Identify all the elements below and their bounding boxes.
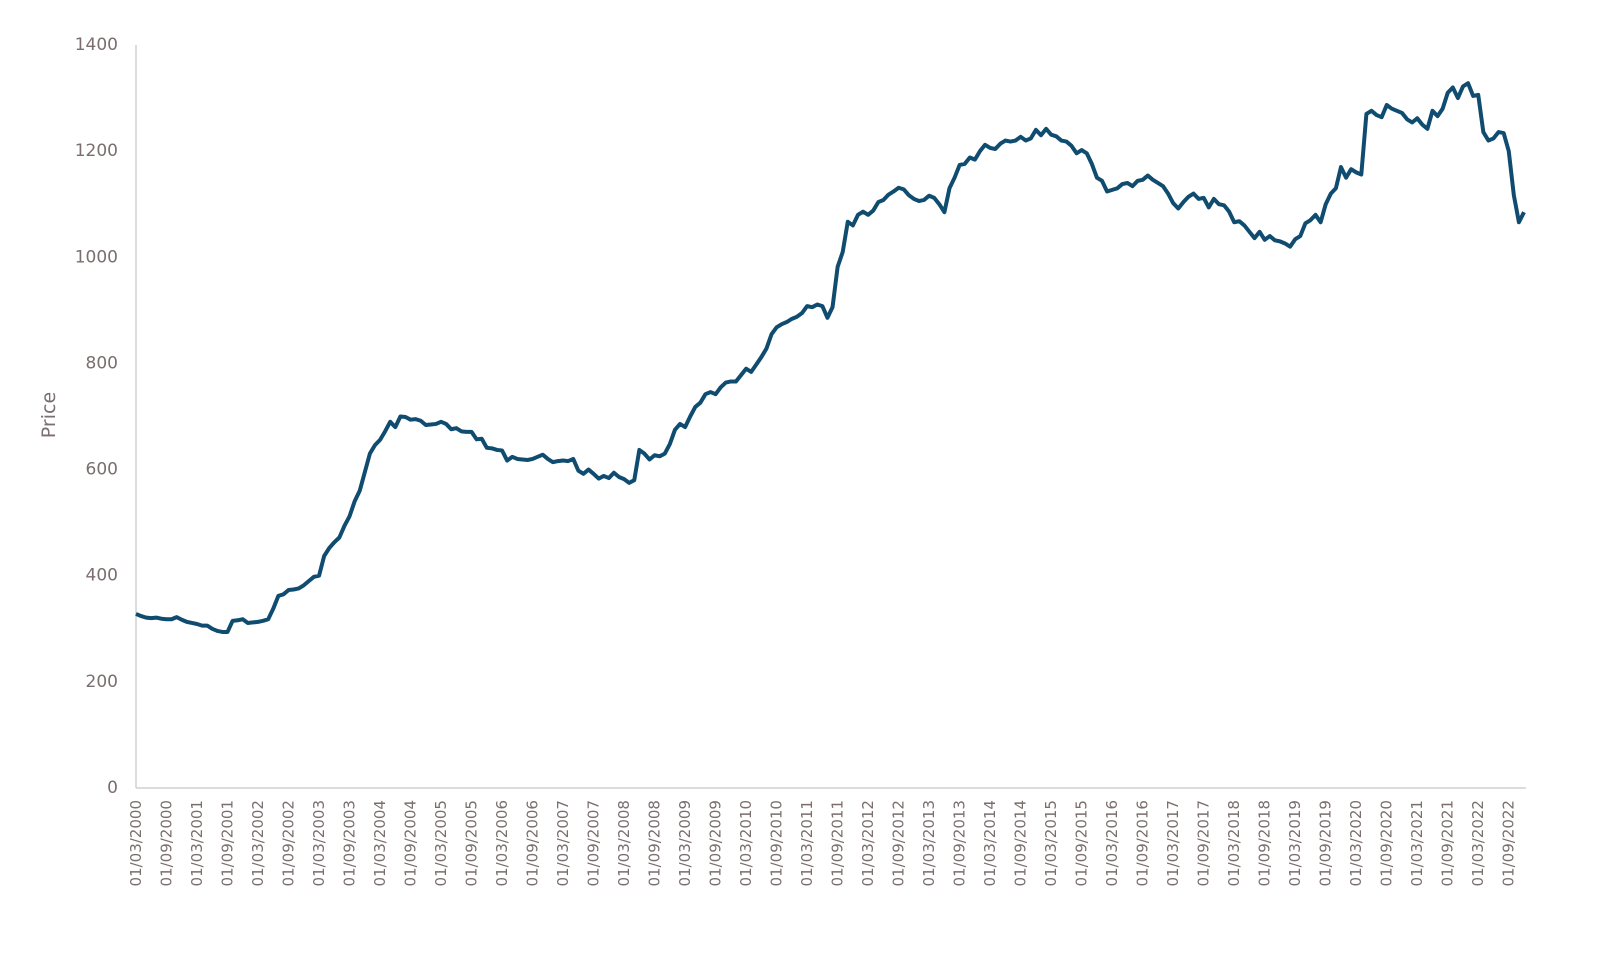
x-tick-label: 01/09/2016 (1134, 800, 1152, 886)
x-tick-label: 01/09/2004 (402, 800, 420, 886)
x-tick-label: 01/03/2011 (798, 800, 816, 886)
x-tick-label: 01/09/2019 (1317, 800, 1335, 886)
y-tick-label: 1400 (75, 35, 118, 55)
x-tick-label: 01/09/2021 (1439, 800, 1457, 886)
x-tick-label: 01/03/2015 (1042, 800, 1060, 886)
x-tick-label: 01/09/2007 (585, 800, 603, 886)
x-tick-label: 01/09/2017 (1195, 800, 1213, 886)
y-axis-title: Price (38, 392, 60, 438)
y-tick-label: 200 (86, 672, 118, 692)
x-tick-label: 01/03/2007 (554, 800, 572, 886)
x-tick-label: 01/09/2018 (1256, 800, 1274, 886)
x-tick-label: 01/09/2005 (463, 800, 481, 886)
x-tick-label: 01/03/2017 (1164, 800, 1182, 886)
x-tick-label: 01/03/2001 (188, 800, 206, 886)
x-tick-label: 01/03/2013 (920, 800, 938, 886)
x-tick-label: 01/09/2015 (1073, 800, 1091, 886)
x-tick-label: 01/09/2010 (768, 800, 786, 886)
x-tick-label: 01/03/2020 (1347, 800, 1365, 886)
x-tick-label: 01/03/2005 (432, 800, 450, 886)
x-tick-label: 01/03/2019 (1286, 800, 1304, 886)
x-tick-label: 01/09/2012 (890, 800, 908, 886)
x-tick-label: 01/09/2000 (158, 800, 176, 886)
y-tick-label: 600 (86, 460, 118, 480)
y-tick-label: 800 (86, 353, 118, 373)
x-tick-label: 01/03/2006 (493, 800, 511, 886)
x-tick-label: 01/09/2011 (829, 800, 847, 886)
x-tick-label: 01/03/2022 (1469, 800, 1487, 886)
x-tick-label: 01/03/2009 (676, 800, 694, 886)
x-tick-label: 01/09/2022 (1500, 800, 1518, 886)
x-tick-label: 01/09/2013 (951, 800, 969, 886)
y-tick-label: 400 (86, 566, 118, 586)
x-tick-label: 01/09/2009 (707, 800, 725, 886)
x-tick-label: 01/03/2016 (1103, 800, 1121, 886)
y-tick-label: 0 (107, 778, 118, 798)
y-tick-label: 1200 (75, 141, 118, 161)
x-tick-label: 01/03/2021 (1408, 800, 1426, 886)
x-tick-label: 01/09/2002 (280, 800, 298, 886)
x-tick-label: 01/09/2006 (524, 800, 542, 886)
x-tick-label: 01/03/2014 (981, 800, 999, 886)
x-tick-label: 01/03/2004 (371, 800, 389, 886)
x-tick-label: 01/03/2000 (127, 800, 145, 886)
y-tick-label: 1000 (75, 247, 118, 267)
x-tick-label: 01/09/2008 (646, 800, 664, 886)
x-tick-label: 01/09/2020 (1378, 800, 1396, 886)
x-tick-label: 01/03/2002 (249, 800, 267, 886)
x-tick-label: 01/03/2010 (737, 800, 755, 886)
x-tick-label: 01/09/2003 (341, 800, 359, 886)
x-tick-label: 01/03/2018 (1225, 800, 1243, 886)
x-tick-label: 01/03/2003 (310, 800, 328, 886)
x-tick-label: 01/09/2001 (219, 800, 237, 886)
price-line (135, 81, 1526, 634)
x-tick-label: 01/03/2012 (859, 800, 877, 886)
x-tick-label: 01/03/2008 (615, 800, 633, 886)
x-tick-label: 01/09/2014 (1012, 800, 1030, 886)
